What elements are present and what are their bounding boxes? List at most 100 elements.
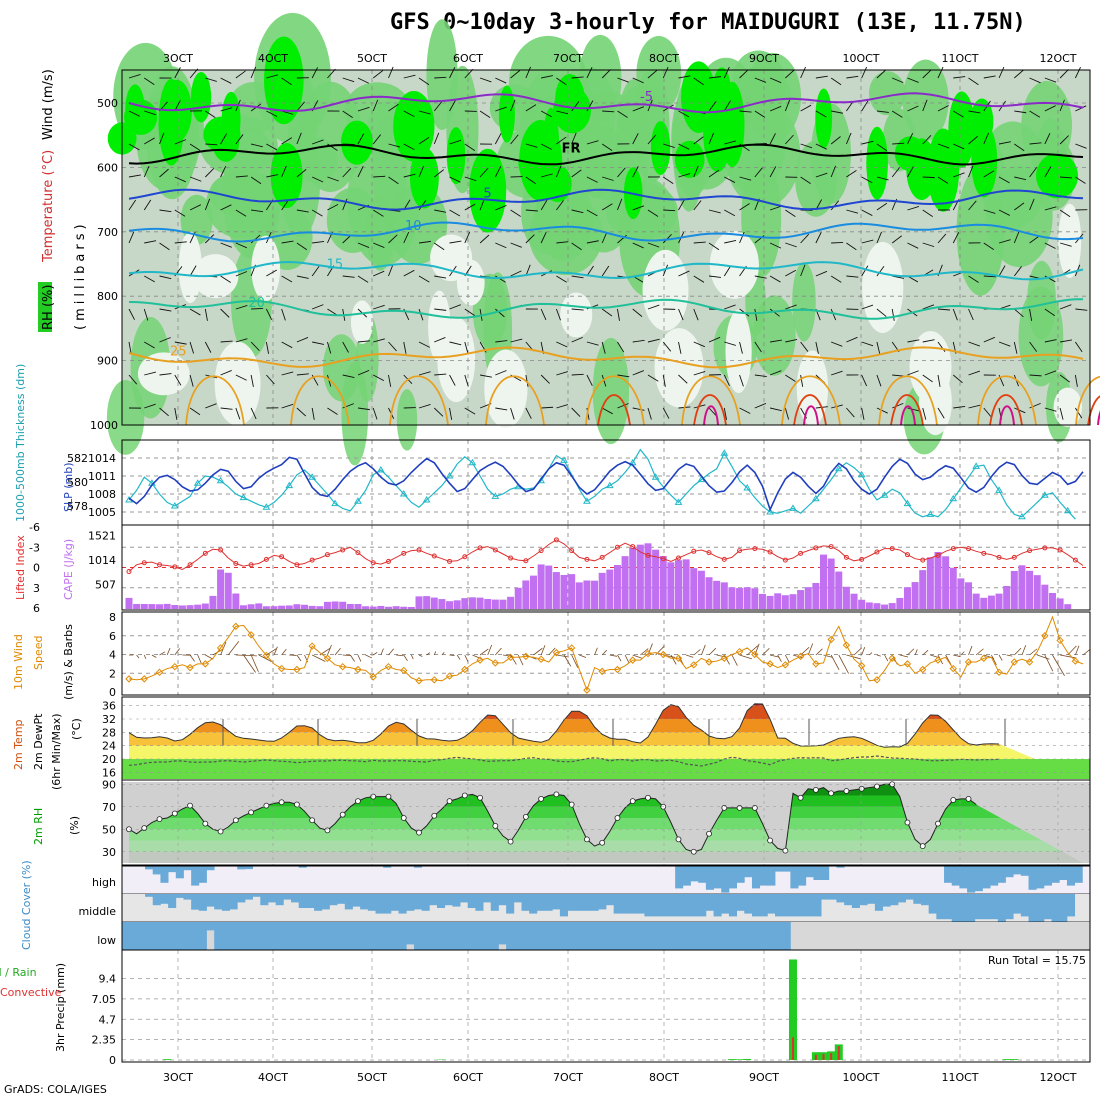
upper-wind-barb xyxy=(128,143,140,151)
upper-wind-barb xyxy=(1044,206,1057,211)
upper-wind-barb xyxy=(693,200,702,211)
cloud-middle-bar xyxy=(467,894,476,908)
rh-dry-area xyxy=(484,349,528,428)
cloud-middle-bar xyxy=(798,894,807,917)
upper-wind-barb xyxy=(770,339,783,343)
wind-barb xyxy=(243,654,256,673)
upper-wind-barb xyxy=(571,101,580,112)
wind-barb xyxy=(953,654,961,658)
upper-wind-barb xyxy=(1074,407,1083,419)
cape-bar xyxy=(858,599,866,609)
upper-wind-barb xyxy=(220,77,232,84)
upper-wind-barb xyxy=(220,340,233,343)
lifted-index-marker xyxy=(828,544,834,550)
rh-saturated-area xyxy=(409,147,439,209)
wind-speed-marker xyxy=(1071,657,1080,665)
wind-barb xyxy=(197,654,202,664)
upper-wind-barb xyxy=(800,176,811,184)
upper-wind-barb xyxy=(235,305,248,310)
rh-marker xyxy=(446,798,453,805)
upper-wind-barb xyxy=(647,242,660,248)
upper-wind-barb xyxy=(312,241,325,244)
wind-barb xyxy=(479,648,489,656)
wind-barb xyxy=(617,654,622,662)
pressure-tick: 500 xyxy=(97,97,118,110)
cape-bar xyxy=(224,572,232,609)
upper-wind-barb xyxy=(1044,370,1057,376)
cloud-low-bar xyxy=(690,922,699,950)
cape-bar xyxy=(522,580,530,609)
upper-wind-barb xyxy=(1059,69,1069,79)
cape-bar xyxy=(1064,604,1072,609)
upper-wind-barb xyxy=(1013,231,1020,244)
cloud-middle-bar xyxy=(506,894,515,914)
isotherm-35-loop xyxy=(900,405,916,426)
rh-marker xyxy=(782,847,789,854)
thickness-marker xyxy=(354,497,362,504)
lifted-index-tick: 6 xyxy=(33,602,40,615)
precip-panel xyxy=(122,950,1090,1062)
upper-wind-barb xyxy=(510,242,522,248)
upper-wind-barb xyxy=(876,308,887,317)
cloud-middle-bar xyxy=(229,894,238,910)
upper-wind-barb xyxy=(937,374,941,387)
upper-wind-barb xyxy=(1074,374,1078,387)
wind-barb xyxy=(632,654,643,659)
cape-bar xyxy=(896,597,904,609)
upper-wind-barb xyxy=(373,270,385,277)
cloud-middle-bar xyxy=(928,894,937,914)
upper-wind-barb xyxy=(784,407,790,420)
wind-speed-marker xyxy=(476,656,484,664)
cloud-low-bar xyxy=(152,922,161,950)
upper-wind-barb xyxy=(754,167,763,178)
cape-bar xyxy=(1018,565,1026,609)
isotherm-25-loop xyxy=(1075,376,1100,426)
cloud-middle-bar xyxy=(936,894,945,920)
wind-speed-marker xyxy=(293,665,301,674)
rh-dry-area xyxy=(428,290,451,363)
cloud-middle-bar xyxy=(452,894,461,907)
upper-wind-barb xyxy=(327,68,336,79)
upper-wind-barb xyxy=(617,308,620,321)
upper-wind-barb xyxy=(907,407,920,412)
upper-wind-barb xyxy=(724,239,737,244)
date-tick-top: 3OCT xyxy=(163,52,193,65)
cape-bar xyxy=(972,593,980,609)
upper-wind-barb xyxy=(739,374,744,387)
cape-bar xyxy=(705,577,713,609)
upper-wind-barb xyxy=(128,374,138,385)
upper-wind-barb xyxy=(800,143,813,149)
cloud-middle-bar xyxy=(198,894,207,911)
cloud-middle-bar xyxy=(160,894,169,904)
upper-wind-barb xyxy=(540,143,552,150)
upper-wind-barb xyxy=(510,134,519,145)
thickness-marker xyxy=(834,464,843,472)
upper-wind-barb xyxy=(922,339,935,343)
upper-wind-barb xyxy=(769,105,782,112)
wind-barb xyxy=(174,648,180,656)
wind-barb xyxy=(464,654,469,662)
cloud-middle-bar xyxy=(306,894,315,908)
upper-wind-barb xyxy=(800,233,810,244)
cloud-high-bar xyxy=(698,866,707,883)
lifted-index-marker xyxy=(508,555,514,561)
rh-marker xyxy=(935,820,941,827)
upper-wind-barb xyxy=(586,140,599,145)
cloud-low-bar xyxy=(321,922,330,950)
wind-barb xyxy=(1052,654,1065,676)
upper-wind-barb xyxy=(204,198,211,211)
upper-wind-barb xyxy=(937,143,950,149)
wind-speed-marker xyxy=(873,676,881,684)
lifted-index-tick: 0 xyxy=(33,562,40,575)
upper-wind-barb xyxy=(632,339,645,343)
cloud-low-bar xyxy=(198,922,207,950)
isotherm-25-loop xyxy=(878,375,938,426)
slp-tick: 1014 xyxy=(88,452,116,465)
cape-bar xyxy=(293,604,301,609)
cloud-middle-bar xyxy=(360,894,369,910)
upper-wind-barb xyxy=(266,374,275,385)
cape-bar xyxy=(270,606,278,609)
cape-bar xyxy=(476,597,484,609)
wind-speed-marker xyxy=(964,658,973,666)
lifted-index-marker xyxy=(447,558,453,564)
